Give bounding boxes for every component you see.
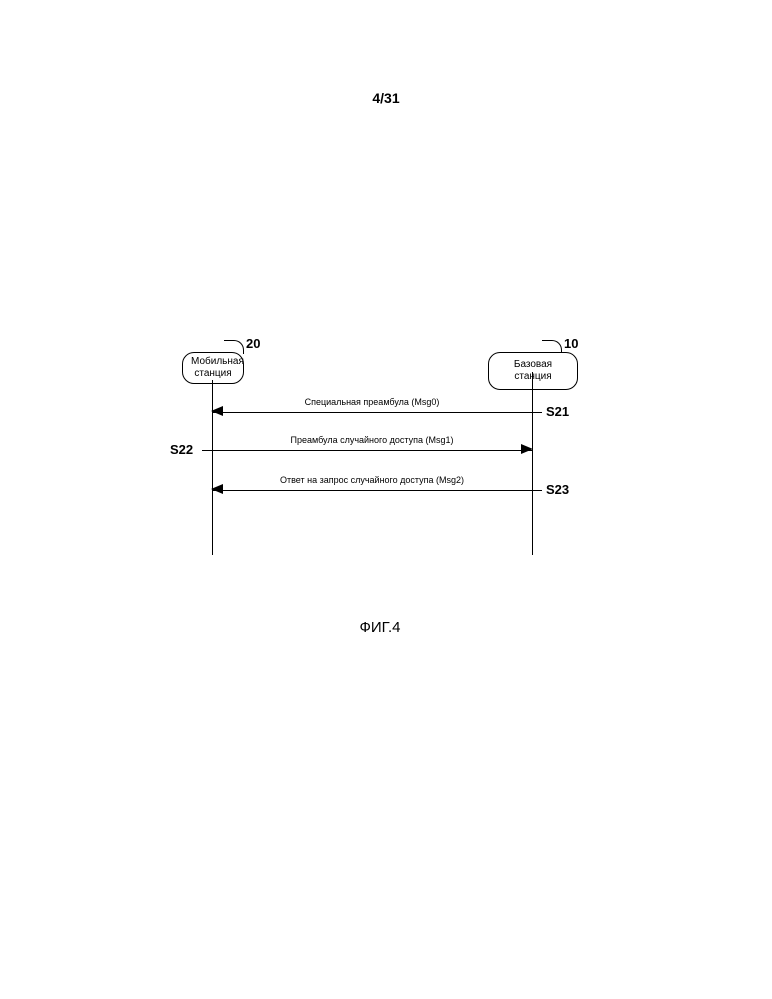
mobile-station-number: 20 <box>246 336 260 351</box>
page-number: 4/31 <box>372 90 399 106</box>
message-row-s22: Преамбула случайного доступа (Msg1) <box>212 440 532 460</box>
base-station-box: Базовая станция <box>488 352 578 390</box>
msg-label-s22: Преамбула случайного доступа (Msg1) <box>287 435 458 445</box>
message-row-s23: Ответ на запрос случайного доступа (Msg2… <box>212 480 532 500</box>
arrow-head-s21 <box>211 406 223 416</box>
arrow-line-s21 <box>212 412 532 413</box>
arrow-head-s23 <box>211 484 223 494</box>
step-label-s23: S23 <box>546 482 569 497</box>
mobile-label-2: станция <box>194 368 231 379</box>
step-tick-s23 <box>532 490 542 491</box>
arrow-head-s22 <box>521 444 533 454</box>
base-station-number: 10 <box>564 336 578 351</box>
step-tick-s21 <box>532 412 542 413</box>
msg-label-s23: Ответ на запрос случайного доступа (Msg2… <box>276 475 468 485</box>
arrow-line-s22 <box>212 450 532 451</box>
mobile-station-box: Мобильная станция <box>182 352 244 384</box>
step-label-s22: S22 <box>170 442 193 457</box>
step-tick-s22 <box>202 450 212 451</box>
mobile-label-1: Мобильная <box>191 356 244 367</box>
step-label-s21: S21 <box>546 404 569 419</box>
base-lifeline <box>532 372 533 555</box>
arrow-line-s23 <box>212 490 532 491</box>
message-row-s21: Специальная преамбула (Msg0) <box>212 402 532 422</box>
msg-label-s21: Специальная преамбула (Msg0) <box>301 397 444 407</box>
figure-caption: ФИГ.4 <box>360 619 401 636</box>
sequence-diagram: 20 Мобильная станция 10 Базовая станция … <box>150 340 610 600</box>
